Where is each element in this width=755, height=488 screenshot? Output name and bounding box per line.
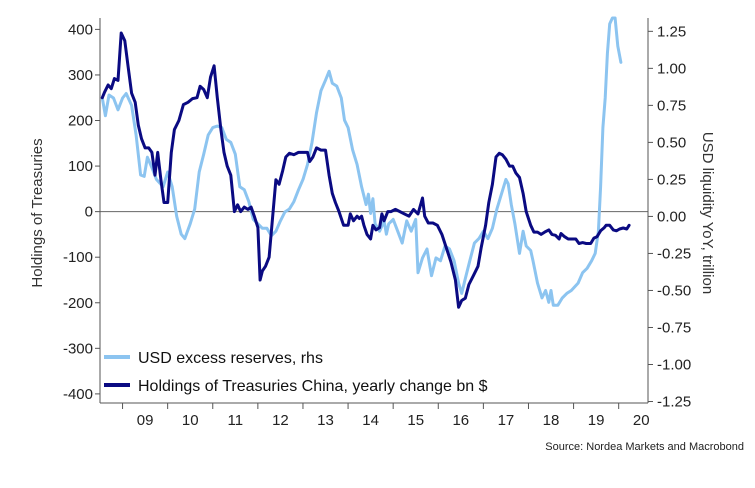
right-tick-label: -1.00: [657, 357, 691, 374]
source-note: Source: Nordea Markets and Macrobond: [545, 441, 744, 453]
left-tick-label: 200: [68, 113, 93, 130]
left-tick-label: -400: [63, 386, 93, 403]
right-tick-label: -0.25: [657, 245, 691, 262]
left-axis-ticks: 400 300 200 100 0 -100 -200 -300 -400: [63, 21, 100, 403]
x-tick-label: 11: [228, 412, 244, 429]
x-tick-label: 12: [272, 412, 289, 429]
right-tick-label: -1.25: [657, 394, 691, 411]
right-tick-label: 0.00: [657, 208, 686, 225]
left-tick-label: -100: [63, 249, 93, 266]
left-tick-label: -300: [63, 340, 93, 357]
left-tick-label: 300: [68, 67, 93, 84]
x-tick-label: 09: [137, 412, 154, 429]
left-tick-label: 100: [68, 158, 93, 175]
series-line-china-holdings: [100, 31, 631, 309]
x-tick-label: 16: [452, 412, 469, 429]
x-tick-label: 10: [182, 412, 199, 429]
right-axis-ticks: 1.25 1.00 0.75 0.50 0.25 0.00 -0.25 -0.50 -0.75 -…: [648, 23, 691, 411]
x-tick-label: 14: [362, 412, 379, 429]
x-tick-label: 13: [317, 412, 334, 429]
right-tick-label: -0.50: [657, 282, 691, 299]
right-tick-label: 0.75: [657, 97, 686, 114]
y-axis-left-title: Holdings of Treasuries: [29, 138, 46, 287]
series-line-excess-reserves: [100, 16, 623, 307]
x-tick-label: 19: [588, 412, 605, 429]
series-group: [100, 16, 631, 309]
left-tick-label: 0: [85, 204, 93, 221]
left-tick-label: -200: [63, 295, 93, 312]
legend: USD excess reserves, rhs Holdings of Tre…: [104, 350, 488, 395]
x-tick-label: 17: [498, 412, 515, 429]
right-tick-label: -0.75: [657, 319, 691, 336]
x-axis-ticks: 09 10 11 12 13 14 15 16 17 18 19 20: [122, 403, 650, 429]
y-axis-right-title: USD liquidity YoY, trillion: [699, 132, 716, 294]
left-tick-label: 400: [68, 21, 93, 38]
right-tick-label: 1.00: [657, 60, 686, 77]
right-tick-label: 0.50: [657, 134, 686, 151]
legend-label-excess-reserves: USD excess reserves, rhs: [138, 350, 323, 367]
x-tick-label: 18: [543, 412, 560, 429]
x-tick-label: 20: [633, 412, 650, 429]
x-tick-label: 15: [407, 412, 424, 429]
legend-label-china-holdings: Holdings of Treasuries China, yearly cha…: [138, 378, 488, 395]
right-tick-label: 1.25: [657, 23, 686, 40]
axes: [99, 18, 649, 404]
right-tick-label: 0.25: [657, 171, 686, 188]
